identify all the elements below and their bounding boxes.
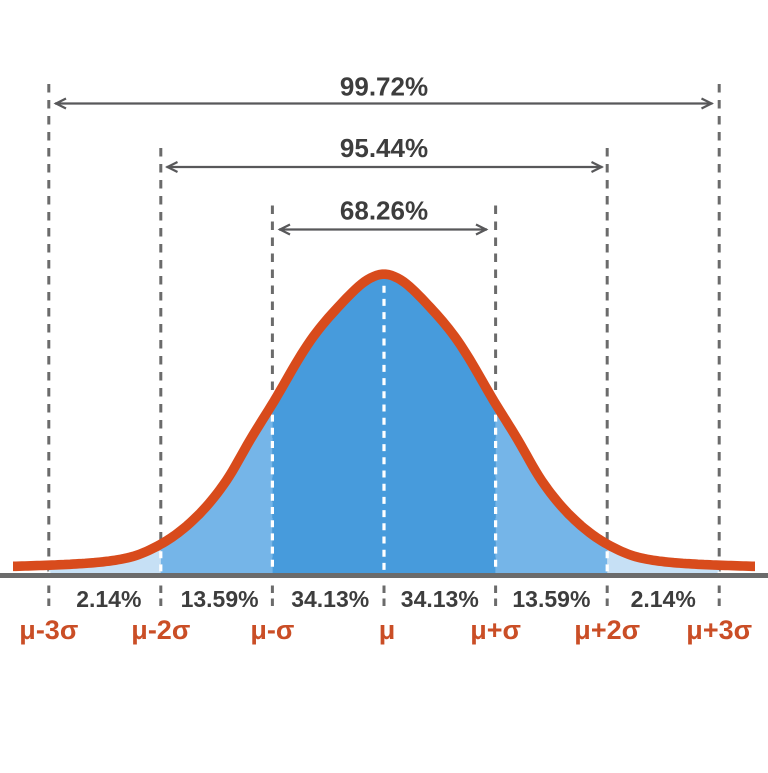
svg-text:μ+2σ: μ+2σ [574, 615, 640, 645]
svg-text:μ: μ [379, 615, 396, 645]
svg-text:95.44%: 95.44% [340, 133, 428, 163]
svg-text:34.13%: 34.13% [291, 586, 369, 612]
svg-text:μ-σ: μ-σ [250, 615, 294, 645]
svg-text:μ+σ: μ+σ [470, 615, 521, 645]
svg-text:2.14%: 2.14% [631, 586, 696, 612]
svg-text:μ-2σ: μ-2σ [131, 615, 190, 645]
svg-text:13.59%: 13.59% [512, 586, 590, 612]
svg-text:13.59%: 13.59% [181, 586, 259, 612]
svg-text:34.13%: 34.13% [401, 586, 479, 612]
svg-text:68.26%: 68.26% [340, 196, 428, 226]
svg-text:99.72%: 99.72% [340, 72, 428, 102]
svg-text:2.14%: 2.14% [76, 586, 141, 612]
svg-text:μ+3σ: μ+3σ [686, 615, 752, 645]
svg-text:μ-3σ: μ-3σ [19, 615, 78, 645]
